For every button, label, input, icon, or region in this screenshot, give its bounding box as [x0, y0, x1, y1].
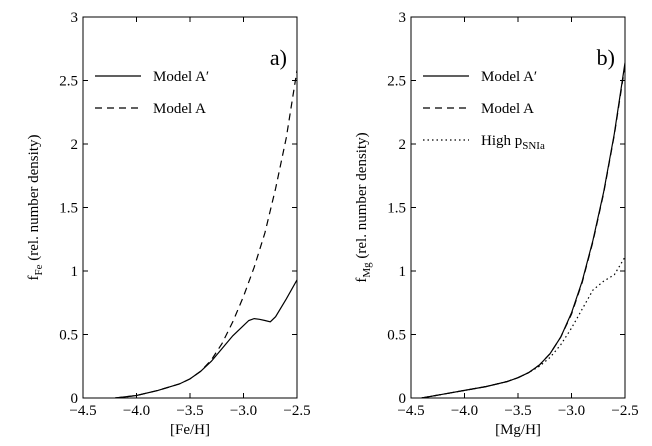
legend-label: Model A	[481, 101, 534, 117]
series-line-dotted	[421, 256, 625, 398]
x-axis-title: [Fe/H]	[170, 422, 210, 438]
x-tick-label: −3.0	[558, 403, 585, 419]
x-tick-label: −4.0	[451, 403, 478, 419]
x-tick-label: −3.5	[176, 403, 203, 419]
x-tick-label: −4.0	[123, 403, 150, 419]
x-tick-label: −2.5	[611, 403, 638, 419]
y-axis-title: fFe (rel. number density)	[26, 135, 45, 281]
x-tick-label: −2.5	[283, 403, 310, 419]
x-tick-label: −3.0	[230, 403, 257, 419]
legend-label: Model A	[153, 101, 206, 117]
y-tick-label: 1	[399, 264, 407, 280]
chart-panel-2: −4.5 −4.0 −3.5 −3.0 −2.5 0 0.5 1 1.5 2 2.5 3 [Mg/H] f…	[354, 10, 639, 438]
y-tick-label: 2.5	[387, 74, 406, 90]
y-tick-label: 0.5	[59, 328, 78, 344]
x-axis-title: [Mg/H]	[495, 422, 541, 438]
y-tick-label: 0.5	[387, 328, 406, 344]
y-tick-label: 2.5	[59, 74, 78, 90]
y-tick-label: 0	[399, 391, 407, 407]
y-axis-title: fMg (rel. number density)	[354, 132, 373, 282]
series-line-solid	[115, 279, 297, 398]
y-tick-label: 0	[71, 391, 79, 407]
legend-label: High pSNIa	[481, 133, 545, 152]
y-tick-label: 1.5	[59, 201, 78, 217]
panel-label: a)	[270, 45, 287, 70]
y-tick-label: 2	[71, 137, 79, 153]
y-tick-label: 3	[399, 10, 407, 26]
legend-label: Model A′	[153, 69, 209, 85]
x-tick-label: −4.5	[397, 403, 424, 419]
y-tick-label: 1	[71, 264, 79, 280]
x-tick-label: −4.5	[69, 403, 96, 419]
chart-panel-1: −4.5 −4.0 −3.5 −3.0 −2.5 0 0.5 1 1.5 2 2.5 3 [Fe/H] f…	[26, 10, 311, 438]
panel-label: b)	[597, 45, 615, 70]
legend-label: Model A′	[481, 69, 537, 85]
y-tick-label: 3	[71, 10, 79, 26]
y-tick-label: 1.5	[387, 201, 406, 217]
series-line-dashed	[115, 70, 297, 398]
y-tick-label: 2	[399, 137, 407, 153]
x-tick-label: −3.5	[504, 403, 531, 419]
